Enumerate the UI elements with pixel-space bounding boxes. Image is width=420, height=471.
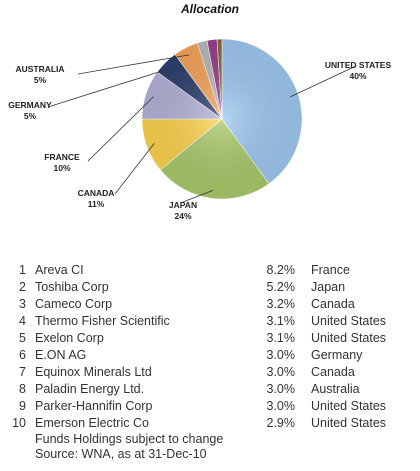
holding-rank: 1	[19, 263, 26, 277]
holding-country: Germany	[311, 348, 363, 362]
slice-label: AUSTRALIA	[15, 64, 64, 74]
holding-weight: 3.0%	[266, 365, 296, 379]
holding-name: Areva CI	[35, 263, 84, 277]
holding-name: Cameco Corp	[35, 297, 113, 311]
holding-rank: 9	[19, 399, 26, 413]
slice-label: GERMANY	[8, 100, 52, 110]
footnotes: Funds Holdings subject to change Source:…	[35, 432, 223, 462]
slice-value-label: 40%	[349, 71, 366, 81]
holding-name: E.ON AG	[35, 348, 87, 362]
holding-weight: 2.9%	[266, 416, 296, 430]
holding-rank: 5	[19, 331, 26, 345]
holding-rank: 8	[19, 382, 26, 396]
holding-rank: 10	[12, 416, 26, 430]
holding-name: Paladin Energy Ltd.	[35, 382, 145, 396]
holding-country: Canada	[311, 365, 355, 379]
leader-line	[182, 190, 214, 203]
holding-name: Parker-Hannifin Corp	[35, 399, 153, 413]
holding-rank: 2	[19, 280, 26, 294]
holding-name: Equinox Minerals Ltd	[35, 365, 152, 379]
leader-line	[290, 65, 357, 98]
holdings-disclaimer: Funds Holdings subject to change	[35, 432, 224, 446]
holding-country: United States	[311, 331, 387, 345]
table-row: 8 Paladin Energy Ltd. 3.0% Australia	[0, 381, 420, 398]
holding-name: Thermo Fisher Scientific	[35, 314, 170, 328]
slice-label: JAPAN	[169, 200, 197, 210]
table-row: 1 Areva CI 8.2% France	[0, 262, 420, 279]
slice-value-label: 5%	[34, 75, 47, 85]
slice-value-label: 10%	[53, 163, 70, 173]
allocation-chart: Allocation UNITED STATES 40% JAPAN 24% CANAD…	[8, 2, 392, 221]
slice-label: FRANCE	[44, 152, 80, 162]
holding-weight: 3.0%	[266, 348, 296, 362]
holding-country: Australia	[311, 382, 360, 396]
holdings-table: 1 Areva CI 8.2% France 2 Toshiba Corp 5.…	[0, 262, 420, 432]
holding-weight: 3.1%	[266, 331, 296, 345]
table-row: 4 Thermo Fisher Scientific 3.1% United S…	[0, 313, 420, 330]
table-row: 7 Equinox Minerals Ltd 3.0% Canada	[0, 364, 420, 381]
source-note: Source: WNA, as at 31-Dec-10	[35, 447, 207, 461]
slice-label: UNITED STATES	[325, 60, 392, 70]
holding-rank: 3	[19, 297, 26, 311]
holding-name: Emerson Electric Co	[35, 416, 149, 430]
holding-name: Exelon Corp	[35, 331, 104, 345]
slice-label: CANADA	[78, 188, 115, 198]
holding-weight: 3.0%	[266, 382, 296, 396]
table-row: 3 Cameco Corp 3.2% Canada	[0, 296, 420, 313]
holding-country: France	[311, 263, 350, 277]
holding-country: United States	[311, 399, 387, 413]
holding-weight: 3.2%	[266, 297, 296, 311]
slice-value-label: 5%	[24, 111, 37, 121]
holding-country: Japan	[311, 280, 346, 294]
holding-name: Toshiba Corp	[35, 280, 109, 294]
holding-weight: 3.1%	[266, 314, 296, 328]
holding-country: United States	[311, 314, 387, 328]
leader-line	[47, 67, 172, 108]
holding-rank: 4	[19, 314, 26, 328]
holding-country: United States	[311, 416, 387, 430]
table-row: 2 Toshiba Corp 5.2% Japan	[0, 279, 420, 296]
slice-value-label: 24%	[174, 211, 191, 221]
holding-weight: 3.0%	[266, 399, 296, 413]
slice-value-label: 11%	[88, 199, 105, 209]
table-row: 10 Emerson Electric Co 2.9% United State…	[0, 415, 420, 432]
table-row: 5 Exelon Corp 3.1% United States	[0, 330, 420, 347]
holding-rank: 6	[19, 348, 26, 362]
holding-weight: 8.2%	[266, 263, 296, 277]
table-row: 9 Parker-Hannifin Corp 3.0% United State…	[0, 398, 420, 415]
leader-line	[87, 96, 154, 162]
chart-title: Allocation	[180, 2, 239, 16]
leader-line	[77, 54, 190, 75]
holding-weight: 5.2%	[266, 280, 296, 294]
holding-country: Canada	[311, 297, 355, 311]
holding-rank: 7	[19, 365, 26, 379]
leader-line	[114, 143, 155, 195]
table-row: 6 E.ON AG 3.0% Germany	[0, 347, 420, 364]
